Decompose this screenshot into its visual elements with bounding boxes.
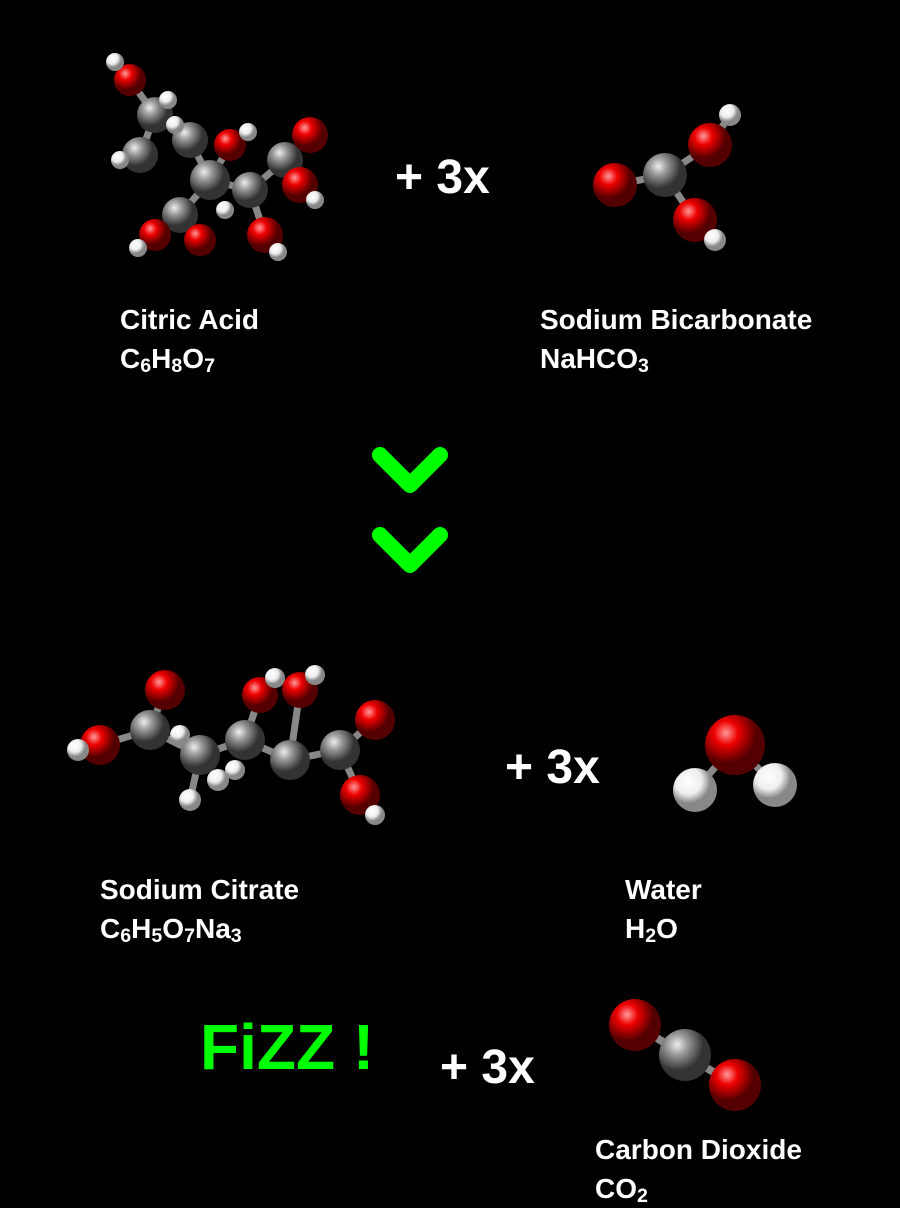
label-bicarbonate: Sodium Bicarbonate NaHCO3 xyxy=(540,300,812,378)
molecule-co2 xyxy=(575,980,795,1130)
label-sodium-citrate: Sodium Citrate C6H5O7Na3 xyxy=(100,870,299,948)
arrow-down-icon-2 xyxy=(370,525,450,585)
name-sodium-citrate: Sodium Citrate xyxy=(100,874,299,905)
formula-sodium-citrate: C6H5O7Na3 xyxy=(100,913,242,944)
formula-water: H2O xyxy=(625,913,678,944)
formula-citric-acid: C6H8O7 xyxy=(120,343,215,374)
plus-2: + 3x xyxy=(505,740,600,795)
molecule-sodium-citrate xyxy=(40,620,460,860)
molecule-bicarbonate xyxy=(560,70,780,270)
plus-1: + 3x xyxy=(395,150,490,205)
name-citric-acid: Citric Acid xyxy=(120,304,259,335)
label-citric-acid: Citric Acid C6H8O7 xyxy=(120,300,259,378)
name-co2: Carbon Dioxide xyxy=(595,1134,802,1165)
name-bicarbonate: Sodium Bicarbonate xyxy=(540,304,812,335)
formula-bicarbonate: NaHCO3 xyxy=(540,343,649,374)
plus-3: + 3x xyxy=(440,1040,535,1095)
molecule-citric-acid xyxy=(60,40,360,300)
label-water: Water H2O xyxy=(625,870,702,948)
label-co2: Carbon Dioxide CO2 xyxy=(595,1130,802,1208)
fizz-text: FiZZ ! xyxy=(200,1010,374,1084)
name-water: Water xyxy=(625,874,702,905)
arrow-down-icon xyxy=(370,445,450,505)
molecule-water xyxy=(650,700,820,830)
